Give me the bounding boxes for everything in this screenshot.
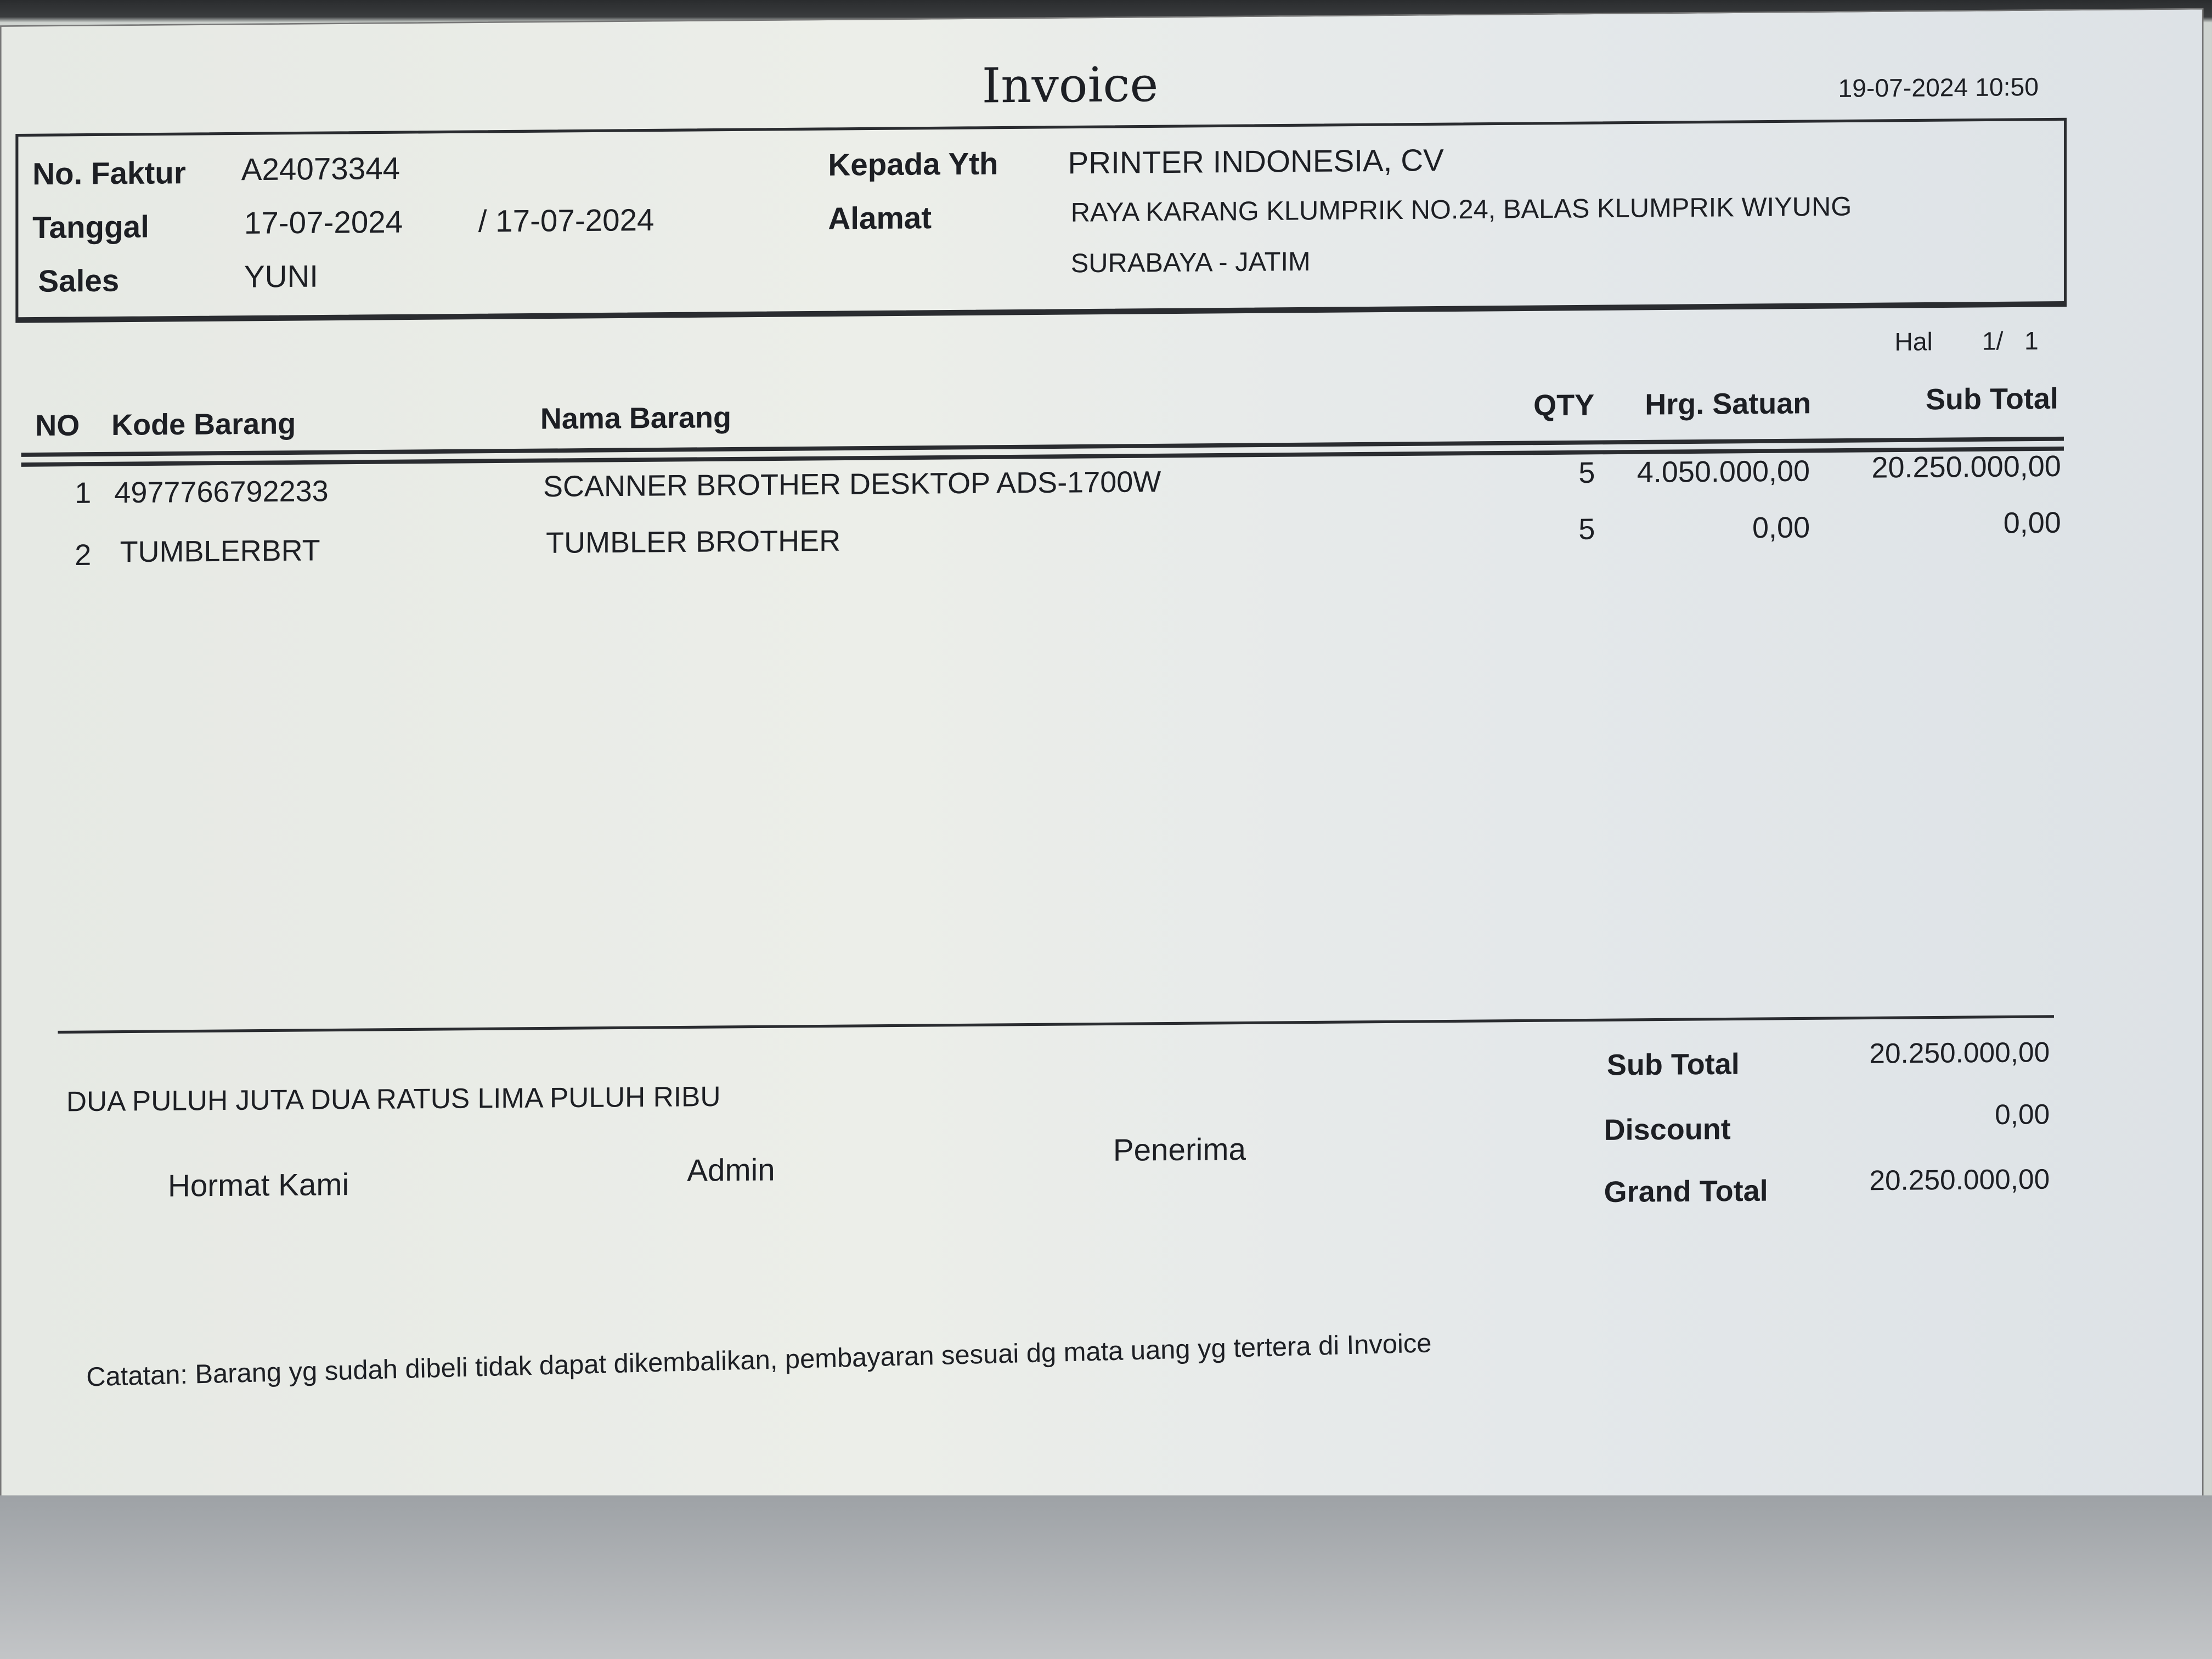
- col-nama-barang: Nama Barang: [540, 402, 731, 436]
- discount-label: Discount: [1604, 1113, 1731, 1147]
- col-no: NO: [35, 410, 80, 443]
- header-rule-top: [21, 436, 2064, 457]
- footer-rule: [58, 1015, 2054, 1034]
- note: Catatan: Barang yg sudah dibeli tidak da…: [86, 1329, 1432, 1393]
- item-subtotal: 0,00: [2003, 507, 2061, 540]
- discount-value: 0,00: [1995, 1099, 2050, 1131]
- signature-penerima: Penerima: [1113, 1131, 1246, 1168]
- signature-admin: Admin: [687, 1152, 775, 1188]
- invoice-document: Invoice 19-07-2024 10:50 No. Faktur A240…: [0, 8, 2204, 1552]
- monitor-bezel: [0, 1495, 2212, 1659]
- alamat-line-1: RAYA KARANG KLUMPRIK NO.24, BALAS KLUMPR…: [1070, 193, 1852, 229]
- col-sub-total: Sub Total: [1925, 383, 2058, 417]
- kepada-label: Kepada Yth: [828, 145, 998, 183]
- item-kode: 4977766792233: [114, 476, 329, 510]
- item-qty: 5: [1578, 457, 1595, 490]
- invoice-title: Invoice: [981, 57, 1159, 115]
- terbilang: DUA PULUH JUTA DUA RATUS LIMA PULUH RIBU: [66, 1082, 721, 1119]
- col-kode-barang: Kode Barang: [111, 408, 296, 442]
- item-qty: 5: [1578, 514, 1595, 546]
- signature-hormat-kami: Hormat Kami: [167, 1166, 349, 1204]
- sales-value: YUNI: [244, 258, 319, 295]
- grand-total-value: 20.250.000,00: [1869, 1164, 2050, 1198]
- col-hrg-satuan: Hrg. Satuan: [1645, 387, 1812, 422]
- item-row: 1 4977766792233 SCANNER BROTHER DESKTOP …: [2, 9, 2202, 510]
- no-faktur-value: A24073344: [241, 150, 400, 188]
- no-faktur-label: No. Faktur: [32, 155, 186, 192]
- item-nama: TUMBLER BROTHER: [546, 525, 841, 560]
- item-no: 1: [75, 477, 92, 510]
- tanggal-value: 17-07-2024: [244, 204, 403, 241]
- subtotal-value: 20.250.000,00: [1869, 1037, 2050, 1070]
- grand-total-label: Grand Total: [1604, 1175, 1768, 1209]
- subtotal-label: Sub Total: [1606, 1048, 1740, 1082]
- item-subtotal: 20.250.000,00: [1871, 450, 2061, 485]
- printed-datetime: 19-07-2024 10:50: [1838, 72, 2039, 103]
- item-kode: TUMBLERBRT: [120, 535, 320, 569]
- col-qty: QTY: [1533, 390, 1595, 423]
- alamat-line-2: SURABAYA - JATIM: [1070, 247, 1311, 280]
- item-harga: 0,00: [1752, 512, 1810, 545]
- item-harga: 4.050.000,00: [1637, 455, 1810, 489]
- page-number: 1/ 1: [1982, 326, 2039, 356]
- page-label: Hal: [1894, 328, 1933, 357]
- kepada-value: PRINTER INDONESIA, CV: [1068, 142, 1444, 181]
- item-nama: SCANNER BROTHER DESKTOP ADS-1700W: [543, 466, 1161, 504]
- item-row: 2 TUMBLERBRT TUMBLER BROTHER 5 0,00 0,00: [2, 9, 2202, 572]
- tanggal-value-2: / 17-07-2024: [478, 202, 654, 239]
- sales-label: Sales: [38, 263, 120, 299]
- item-no: 2: [75, 539, 92, 572]
- tanggal-label: Tanggal: [32, 209, 149, 245]
- alamat-label: Alamat: [828, 200, 932, 236]
